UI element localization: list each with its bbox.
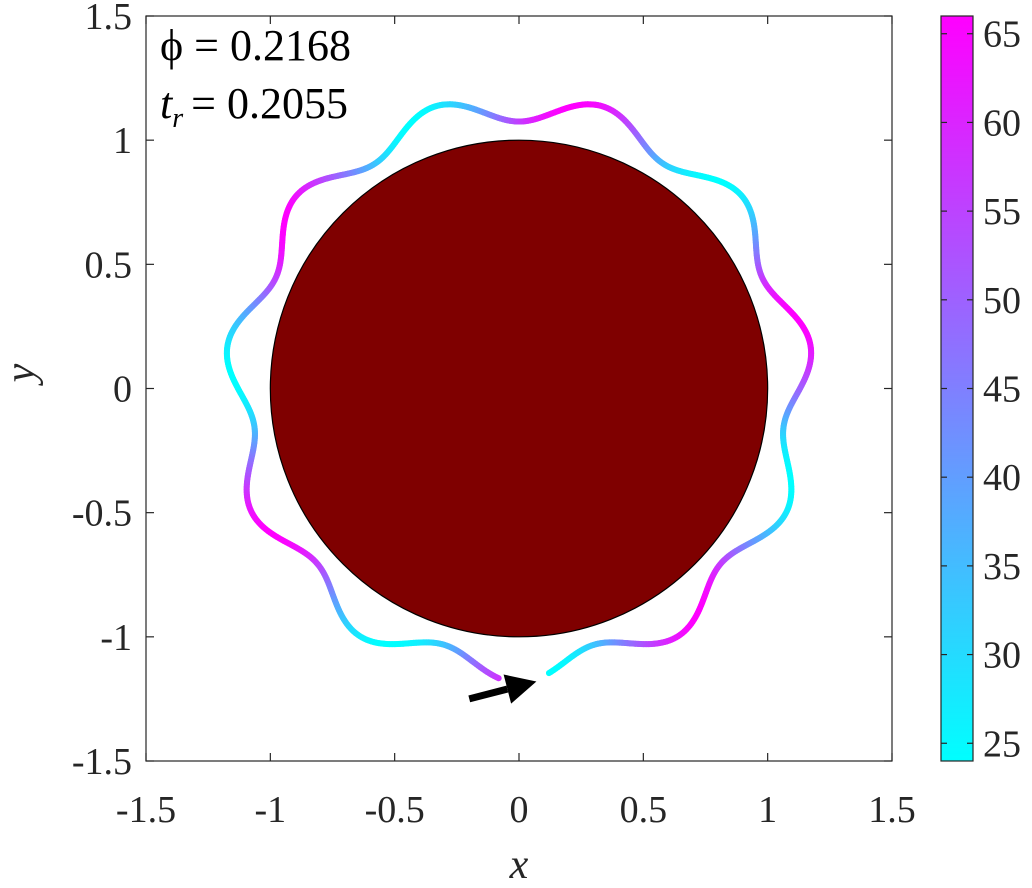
annotation-tr-equals: = — [191, 79, 227, 128]
y-tick-label: 1.5 — [85, 0, 133, 38]
colorbar-tick-label: 55 — [983, 191, 1021, 233]
annotation-phi: ϕ = 0.2168 — [160, 21, 351, 70]
arrow-shaft — [468, 685, 509, 703]
y-tick-label: 0 — [113, 369, 132, 411]
x-tick-label: -0.5 — [365, 789, 425, 831]
colorbar-tick-label: 45 — [983, 369, 1021, 411]
colorbar-tick-label: 40 — [983, 457, 1021, 499]
arrow-layer — [468, 674, 537, 704]
annotation-tr: tr = 0.2055 — [160, 79, 348, 134]
colorbar-tick-label: 30 — [983, 635, 1021, 677]
colorbar-tick-label: 60 — [983, 102, 1021, 144]
y-tick-label: 0.5 — [85, 244, 133, 286]
annotation-tr-value: 0.2055 — [227, 79, 348, 128]
x-tick-label: -1 — [255, 789, 287, 831]
annotation-tr-symbol: t — [160, 79, 174, 128]
annotations: ϕ = 0.2168 tr = 0.2055 — [160, 21, 351, 134]
y-tick-label: -1 — [100, 617, 132, 659]
y-tick-label: -1.5 — [72, 741, 132, 783]
trajectory — [223, 101, 815, 682]
x-tick-label: 0.5 — [620, 789, 668, 831]
colorbar-tick-label: 25 — [983, 723, 1021, 765]
colorbar-tick-label: 35 — [983, 546, 1021, 588]
x-axis-label: x — [509, 842, 529, 888]
annotation-tr-subscript: r — [172, 103, 183, 134]
x-tick-label: 0 — [510, 789, 529, 831]
x-tick-label: 1.5 — [868, 789, 916, 831]
y-axis-label: y — [0, 363, 44, 386]
colorbar-tick-label: 65 — [983, 14, 1021, 56]
axis-ticks: -1.5 -1 -0.5 0 0.5 1 1.5 -1.5 -1 -0.5 0 0.5 1 1.5 — [72, 0, 916, 831]
disk-layer — [269, 139, 769, 638]
arrow-head — [503, 674, 537, 704]
colorbar: 25 30 35 40 45 50 55 60 65 — [940, 14, 1021, 765]
colorbar-tick-label: 50 — [983, 280, 1021, 322]
x-tick-label: 1 — [758, 789, 777, 831]
y-tick-label: 1 — [113, 120, 132, 162]
trajectory-segment — [545, 668, 555, 677]
disk — [269, 139, 769, 638]
y-tick-label: -0.5 — [72, 493, 132, 535]
x-tick-label: -1.5 — [116, 789, 176, 831]
